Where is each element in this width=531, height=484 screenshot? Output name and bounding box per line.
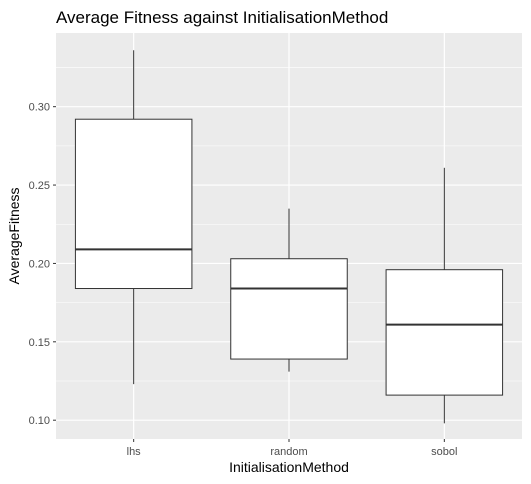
box-iqr	[230, 258, 348, 360]
box-iqr	[385, 269, 504, 396]
x-tick-label: random	[270, 446, 307, 458]
box-lhs	[74, 50, 193, 385]
y-tick-label: 0.30	[29, 102, 50, 114]
y-tick-label: 0.15	[29, 337, 50, 349]
x-tick-label: lhs	[127, 446, 142, 458]
y-tick-label: 0.10	[29, 415, 50, 427]
x-axis: lhs random sobol	[127, 439, 457, 458]
x-tick-label: sobol	[431, 446, 457, 458]
y-tick-label: 0.20	[29, 258, 50, 270]
chart-title: Average Fitness against InitialisationMe…	[56, 8, 388, 27]
x-axis-title: InitialisationMethod	[229, 459, 349, 475]
plot-panel	[56, 33, 522, 439]
box-sobol	[385, 167, 504, 424]
box-iqr	[74, 118, 193, 290]
y-axis: 0.10 0.15 0.20 0.25 0.30	[29, 102, 56, 427]
y-tick-label: 0.25	[29, 180, 50, 192]
box-random	[230, 208, 348, 372]
y-axis-title: AverageFitness	[6, 187, 22, 284]
